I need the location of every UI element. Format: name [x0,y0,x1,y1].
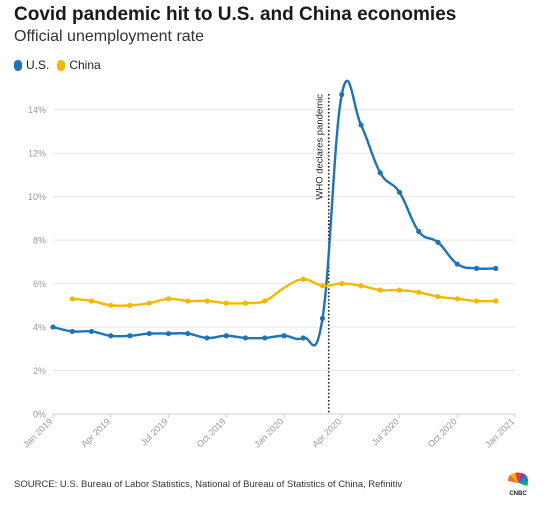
data-point-china [358,283,364,289]
data-point-us [300,335,306,341]
legend-item-us: U.S. [14,58,49,72]
legend-label-china: China [69,58,101,72]
data-point-us [339,91,345,98]
data-point-us [262,335,268,341]
series-line-china [71,278,497,308]
data-point-us [223,333,229,339]
line-chart: 0% 2% 4% 6% 8% 10% 12% 14% Jan 2019 Apr 2019 Jul 2… [21,79,516,450]
data-point-china [339,281,345,287]
source-note: SOURCE: U.S. Bureau of Labor Statistics,… [14,479,403,490]
data-point-china [396,287,403,293]
legend-swatch-us [14,59,22,71]
data-point-us [416,228,422,235]
y-tick-label: 10% [28,192,46,202]
data-point-china [108,302,114,308]
data-point-china [435,294,441,300]
data-point-china [454,296,460,302]
chart-title: Covid pandemic hit to U.S. and China eco… [14,4,457,25]
data-point-china [473,298,480,304]
x-tick-label: Jan 2020 [252,416,285,449]
data-point-us [454,261,460,267]
x-tick-label: Oct 2019 [195,416,228,449]
data-point-us [377,170,383,176]
y-tick-label: 4% [33,323,46,333]
data-point-china [146,300,152,306]
x-tick-label: Jul 2020 [370,416,401,447]
data-point-us [127,333,133,339]
y-tick-label: 6% [33,279,46,289]
x-tick-label: Apr 2020 [310,416,343,449]
cnbc-peacock-logo: CNBC [507,472,529,497]
y-tick-label: 8% [33,236,46,246]
data-point-china [69,296,75,302]
x-tick-label: Oct 2020 [426,416,459,449]
data-point-us [50,324,56,330]
x-tick-label: Jan 2021 [483,416,516,449]
y-tick-label: 14% [28,105,46,115]
data-point-china [416,289,422,295]
annotation-label: WHO declares pandemic [315,94,326,200]
data-point-us [242,335,249,341]
data-point-us [204,335,210,341]
data-point-china [165,296,172,302]
data-point-china [127,302,133,308]
data-point-china [300,276,306,282]
data-point-us [435,239,441,245]
svg-text:CNBC: CNBC [509,491,527,497]
legend-swatch-china [57,59,66,71]
data-point-us [319,315,326,321]
data-point-us [69,328,75,335]
legend-label-us: U.S. [26,58,50,72]
x-tick-label: Jul 2019 [139,416,170,447]
data-point-china [319,283,326,289]
data-point-china [377,287,383,293]
data-point-china [262,298,268,304]
y-tick-label: 12% [28,149,46,159]
data-point-us [185,330,191,337]
data-point-china [223,300,229,306]
chart-legend: U.S. China [14,58,101,72]
data-point-china [88,298,95,304]
data-point-china [185,298,191,304]
data-point-us [281,333,287,339]
legend-item-china: China [57,58,101,72]
data-point-us [358,122,364,128]
data-point-us [493,265,499,271]
data-point-us [473,265,480,271]
data-point-china [242,300,249,306]
data-point-us [165,330,172,337]
data-point-us [146,330,152,337]
y-tick-label: 2% [33,366,46,376]
data-point-us [396,189,403,195]
y-tick-label: 0% [33,410,46,420]
x-tick-label: Jan 2019 [21,416,54,449]
chart-subtitle: Official unemployment rate [14,28,205,45]
x-tick-label: Apr 2019 [79,416,112,449]
data-point-us [108,333,114,339]
data-point-china [493,298,499,304]
data-point-china [204,298,210,304]
data-point-us [88,328,95,335]
